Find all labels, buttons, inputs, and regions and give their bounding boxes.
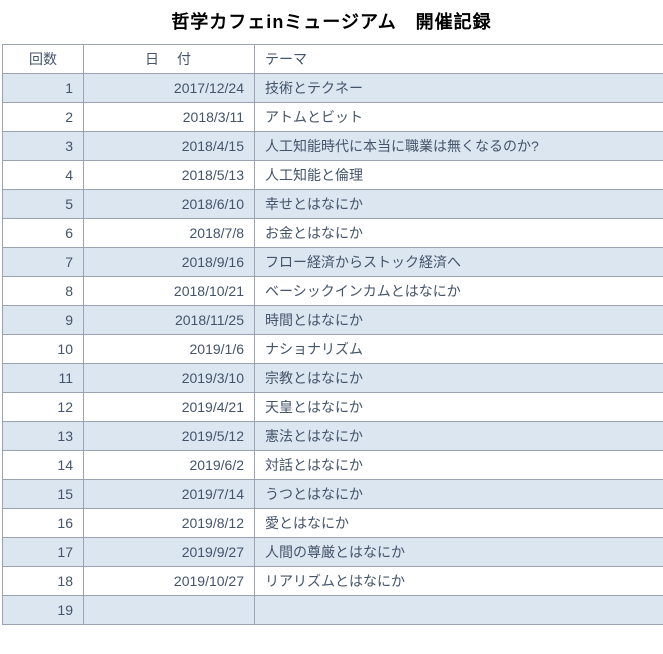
table-row: 18 2019/10/27 リアリズムとはなにか	[2, 565, 663, 596]
theme-cell: 天皇とはなにか	[254, 391, 663, 422]
table-row: 14 2019/6/2 対話とはなにか	[2, 449, 663, 480]
round-cell: 3	[2, 130, 84, 161]
table-body: 1 2017/12/24 技術とテクネー 2 2018/3/11 アトムとビット 3 2018…	[2, 72, 663, 625]
table-row: 17 2019/9/27 人間の尊厳とはなにか	[2, 536, 663, 567]
round-cell: 13	[2, 420, 84, 451]
round-cell: 5	[2, 188, 84, 219]
table-row: 6 2018/7/8 お金とはなにか	[2, 217, 663, 248]
theme-cell: 愛とはなにか	[254, 507, 663, 538]
event-record-table: 回数 日 付 テーマ 1 2017/12/24 技術とテクネー 2 2018/3/11 ア…	[2, 43, 663, 625]
header-round: 回数	[2, 43, 84, 74]
date-cell: 2019/3/10	[83, 362, 255, 393]
date-cell: 2019/8/12	[83, 507, 255, 538]
round-cell: 11	[2, 362, 84, 393]
theme-cell: うつとはなにか	[254, 478, 663, 509]
theme-cell: 時間とはなにか	[254, 304, 663, 335]
table-header: 回数 日 付 テーマ	[2, 43, 663, 74]
table-row: 8 2018/10/21 ベーシックインカムとはなにか	[2, 275, 663, 306]
date-cell: 2019/1/6	[83, 333, 255, 364]
date-cell: 2018/3/11	[83, 101, 255, 132]
header-theme: テーマ	[254, 43, 663, 74]
round-cell: 6	[2, 217, 84, 248]
round-cell: 10	[2, 333, 84, 364]
date-cell: 2017/12/24	[83, 72, 255, 103]
theme-cell	[254, 594, 663, 625]
date-cell: 2018/5/13	[83, 159, 255, 190]
theme-cell: ナショナリズム	[254, 333, 663, 364]
table-row: 13 2019/5/12 憲法とはなにか	[2, 420, 663, 451]
theme-cell: 宗教とはなにか	[254, 362, 663, 393]
table-row: 15 2019/7/14 うつとはなにか	[2, 478, 663, 509]
date-cell	[83, 594, 255, 625]
table-row: 7 2018/9/16 フロー経済からストック経済へ	[2, 246, 663, 277]
date-cell: 2018/11/25	[83, 304, 255, 335]
round-cell: 19	[2, 594, 84, 625]
table-row: 16 2019/8/12 愛とはなにか	[2, 507, 663, 538]
theme-cell: 人工知能と倫理	[254, 159, 663, 190]
table-row: 9 2018/11/25 時間とはなにか	[2, 304, 663, 335]
page-title: 哲学カフェinミュージアム 開催記録	[171, 12, 492, 32]
date-cell: 2019/6/2	[83, 449, 255, 480]
table-row: 2 2018/3/11 アトムとビット	[2, 101, 663, 132]
theme-cell: 人間の尊厳とはなにか	[254, 536, 663, 567]
round-cell: 15	[2, 478, 84, 509]
round-cell: 7	[2, 246, 84, 277]
date-cell: 2019/7/14	[83, 478, 255, 509]
table-row: 3 2018/4/15 人工知能時代に本当に職業は無くなるのか?	[2, 130, 663, 161]
table-row: 10 2019/1/6 ナショナリズム	[2, 333, 663, 364]
table-row: 5 2018/6/10 幸せとはなにか	[2, 188, 663, 219]
theme-cell: ベーシックインカムとはなにか	[254, 275, 663, 306]
date-cell: 2018/10/21	[83, 275, 255, 306]
table-row: 19	[2, 594, 663, 625]
date-cell: 2019/5/12	[83, 420, 255, 451]
theme-cell: お金とはなにか	[254, 217, 663, 248]
date-cell: 2018/6/10	[83, 188, 255, 219]
date-cell: 2018/4/15	[83, 130, 255, 161]
theme-cell: 幸せとはなにか	[254, 188, 663, 219]
round-cell: 9	[2, 304, 84, 335]
theme-cell: 対話とはなにか	[254, 449, 663, 480]
theme-cell: 人工知能時代に本当に職業は無くなるのか?	[254, 130, 663, 161]
round-cell: 4	[2, 159, 84, 190]
round-cell: 12	[2, 391, 84, 422]
date-cell: 2018/7/8	[83, 217, 255, 248]
theme-cell: フロー経済からストック経済へ	[254, 246, 663, 277]
round-cell: 18	[2, 565, 84, 596]
theme-cell: 技術とテクネー	[254, 72, 663, 103]
table-row: 11 2019/3/10 宗教とはなにか	[2, 362, 663, 393]
round-cell: 8	[2, 275, 84, 306]
table-row: 1 2017/12/24 技術とテクネー	[2, 72, 663, 103]
theme-cell: リアリズムとはなにか	[254, 565, 663, 596]
theme-cell: 憲法とはなにか	[254, 420, 663, 451]
table-row: 12 2019/4/21 天皇とはなにか	[2, 391, 663, 422]
date-cell: 2019/4/21	[83, 391, 255, 422]
round-cell: 16	[2, 507, 84, 538]
table-row: 4 2018/5/13 人工知能と倫理	[2, 159, 663, 190]
round-cell: 1	[2, 72, 84, 103]
header-row: 回数 日 付 テーマ	[2, 43, 663, 74]
date-cell: 2019/10/27	[83, 565, 255, 596]
date-cell: 2019/9/27	[83, 536, 255, 567]
theme-cell: アトムとビット	[254, 101, 663, 132]
round-cell: 14	[2, 449, 84, 480]
round-cell: 17	[2, 536, 84, 567]
round-cell: 2	[2, 101, 84, 132]
date-cell: 2018/9/16	[83, 246, 255, 277]
header-date: 日 付	[83, 43, 255, 74]
